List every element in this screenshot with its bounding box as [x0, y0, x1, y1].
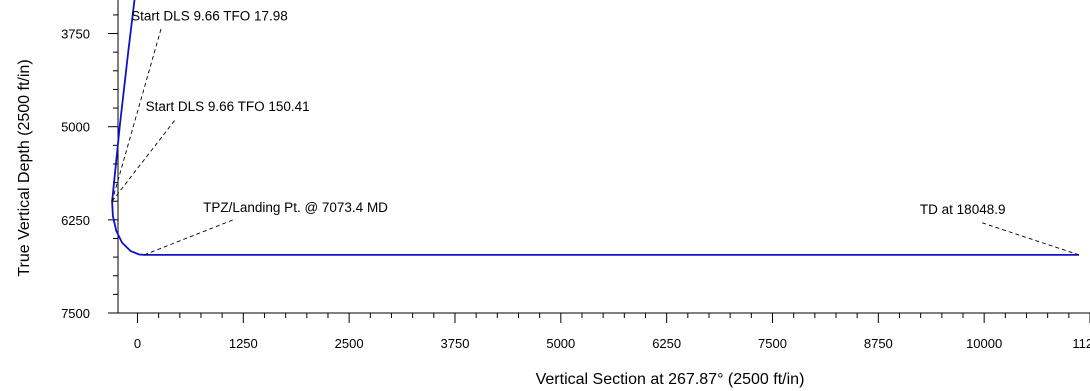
annotation-label: Start DLS 9.66 TFO 17.98: [131, 8, 288, 23]
annotation-label: TPZ/Landing Pt. @ 7073.4 MD: [203, 200, 388, 215]
y-tick-label: 5000: [61, 120, 90, 135]
axes: 0 1250 2500 3750 5000 6250 7500 8750 10000 11250 3…: [61, 0, 1090, 351]
y-tick-label: 6250: [61, 213, 90, 228]
x-tick-label: 11250: [1072, 336, 1090, 351]
x-tick-label: 3750: [441, 336, 470, 351]
x-tick-label: 7500: [758, 336, 787, 351]
x-axis-title: Vertical Section at 267.87° (2500 ft/in): [536, 371, 805, 388]
y-tick-label: 7500: [61, 306, 90, 321]
x-tick-label: 0: [134, 336, 141, 351]
x-tick-label: 1250: [229, 336, 258, 351]
x-tick-label: 2500: [335, 336, 364, 351]
x-tick-label: 10000: [966, 336, 1002, 351]
annotation-leader-line: [111, 28, 162, 202]
x-tick-label: 5000: [546, 336, 575, 351]
annotation-leader-line: [979, 221, 1080, 256]
annotations-layer: Start DLS 9.66 TFO 17.98 Start DLS 9.66 T…: [111, 8, 1080, 256]
annotation-leader-line: [111, 118, 176, 202]
y-tick-label: 3750: [61, 27, 90, 42]
annotation-label: TD at 18048.9: [920, 202, 1006, 217]
annotation-label: Start DLS 9.66 TFO 150.41: [146, 99, 310, 114]
y-axis-title: True Vertical Depth (2500 ft/in): [16, 59, 33, 276]
series-layer: [111, 0, 1080, 256]
x-tick-label: 8750: [864, 336, 893, 351]
wellbore-path-line: [111, 0, 1079, 256]
annotation-leader-line: [144, 219, 234, 256]
x-tick-label: 6250: [652, 336, 681, 351]
